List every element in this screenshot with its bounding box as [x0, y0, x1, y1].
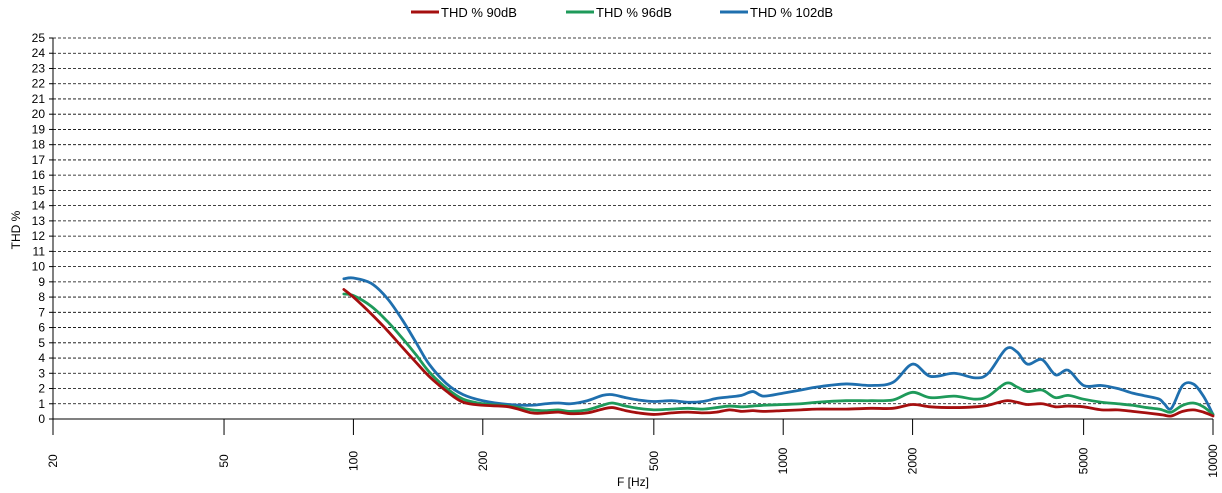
y-tick-label: 16 [32, 168, 46, 182]
series-line-3 [342, 276, 1215, 416]
x-tick-label: 500 [647, 451, 661, 471]
x-tick-label: 5000 [1077, 447, 1091, 474]
x-axis-title: F [Hz] [617, 475, 649, 489]
y-tick-label: 17 [32, 153, 46, 167]
series-line-1 [342, 288, 1215, 418]
y-tick-label: 11 [33, 244, 46, 258]
x-tick-label: 50 [217, 454, 231, 468]
grid-lines [53, 37, 1213, 405]
y-tick-label: 12 [32, 229, 46, 243]
y-tick-label: 3 [38, 366, 45, 380]
y-tick-label: 14 [32, 199, 46, 213]
x-tick-label: 10000 [1206, 444, 1220, 478]
y-axis-title: THD % [9, 210, 23, 249]
y-tick-label: 2 [38, 382, 45, 396]
legend-label: THD % 96dB [596, 5, 672, 20]
y-axis-ticks: 0123456789101112131415161718192021222324… [32, 31, 53, 426]
x-tick-label: 200 [476, 451, 490, 471]
x-tick-label: 20 [46, 454, 60, 468]
legend-label: THD % 102dB [750, 5, 833, 20]
legend: THD % 90dB THD % 96dB THD % 102dB [411, 5, 833, 20]
y-tick-label: 20 [32, 107, 46, 121]
y-tick-label: 9 [38, 275, 45, 289]
y-tick-label: 5 [38, 336, 45, 350]
y-tick-label: 25 [32, 31, 46, 45]
y-tick-label: 8 [38, 290, 45, 304]
y-tick-label: 4 [38, 351, 45, 365]
y-tick-label: 1 [38, 397, 45, 411]
y-tick-label: 6 [38, 321, 45, 335]
y-tick-label: 22 [32, 77, 46, 91]
x-tick-label: 1000 [776, 447, 790, 474]
series-lines [342, 276, 1215, 418]
y-tick-label: 24 [32, 46, 46, 60]
legend-label: THD % 90dB [441, 5, 517, 20]
y-tick-label: 21 [32, 92, 46, 106]
y-tick-label: 19 [32, 122, 46, 136]
y-tick-label: 15 [32, 183, 46, 197]
y-tick-label: 23 [32, 61, 46, 75]
y-tick-label: 10 [32, 260, 46, 274]
y-tick-label: 0 [38, 412, 45, 426]
x-tick-label: 100 [346, 451, 360, 471]
y-tick-label: 13 [32, 214, 46, 228]
y-tick-label: 7 [38, 305, 45, 319]
x-axis-ticks: 20 50 100 200 500 1000 2000 5000 10000 [46, 419, 1220, 478]
y-tick-label: 18 [32, 138, 46, 152]
x-tick-label: 2000 [906, 447, 920, 474]
